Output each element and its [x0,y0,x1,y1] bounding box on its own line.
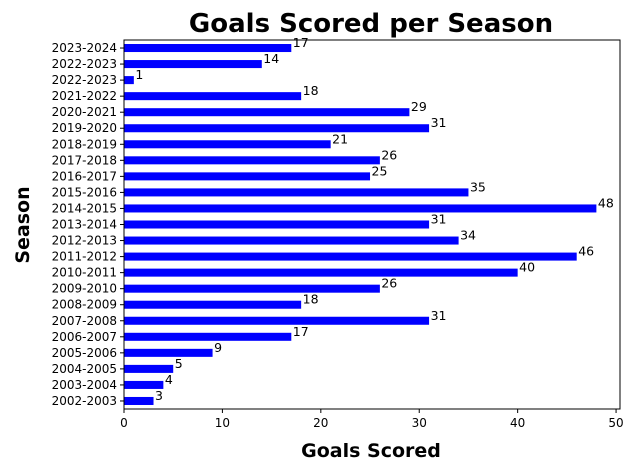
data-label: 26 [381,147,397,162]
data-label: 31 [431,308,447,323]
bar [124,284,380,293]
data-label: 26 [381,276,397,291]
bar [124,156,380,165]
data-label: 48 [598,195,614,210]
bar [124,124,430,133]
x-tick-label: 20 [313,416,328,430]
x-axis-label: Goals Scored [301,440,441,462]
data-label: 31 [431,212,447,227]
data-label: 18 [303,292,319,307]
bar [124,188,469,197]
y-tick-label: 2002-2003 [52,394,117,408]
x-tick-label: 0 [120,416,128,430]
y-tick-label: 2019-2020 [52,121,117,135]
y-axis-label: Season [12,186,34,263]
bar [124,252,577,261]
y-tick-label: 2012-2013 [52,234,117,248]
bar [124,380,164,389]
y-tick-label: 2017-2018 [52,153,117,167]
plot-frame [123,39,621,410]
x-tick-label: 40 [510,416,525,430]
data-label: 4 [165,372,173,387]
bar [124,300,302,309]
bar [124,172,371,181]
x-tick-label: 10 [215,416,230,430]
bar [124,316,430,325]
data-label: 29 [411,99,427,114]
data-label: 14 [263,51,279,66]
bar [124,332,292,341]
data-label: 31 [431,115,447,130]
y-tick-label: 2005-2006 [52,346,117,360]
data-label: 35 [470,179,486,194]
y-tick-label: 2021-2022 [52,89,117,103]
data-label: 9 [214,340,222,355]
y-tick-label: 2003-2004 [52,378,117,392]
bar [124,348,213,357]
y-tick-label: 2009-2010 [52,282,117,296]
chart-title: Goals Scored per Season [189,9,553,39]
y-tick-label: 2013-2014 [52,218,117,232]
bar [124,140,331,149]
data-label: 21 [332,131,348,146]
bar [124,268,518,277]
data-label: 25 [372,163,388,178]
x-tick-label: 30 [412,416,427,430]
data-label: 46 [578,244,594,259]
bar [124,204,597,213]
x-tick-label: 50 [608,416,623,430]
y-tick-label: 2016-2017 [52,169,117,183]
bar [124,76,134,85]
data-label: 3 [155,388,163,403]
data-label: 40 [519,260,535,275]
y-tick-label: 2008-2009 [52,298,117,312]
y-tick-label: 2010-2011 [52,266,117,280]
y-tick-label: 2023-2024 [52,41,117,55]
data-label: 5 [175,356,183,371]
data-label: 17 [293,324,309,339]
plot-area: 3 2002-2003 4 2003-2004 5 2004-2005 9 2005-2006… [52,35,624,430]
y-tick-label: 2011-2012 [52,250,117,264]
bar [124,364,174,373]
data-label: 1 [135,67,143,82]
y-tick-label: 2014-2015 [52,201,117,215]
bar [124,108,410,117]
y-tick-label: 2007-2008 [52,314,117,328]
bar [124,92,302,101]
data-label: 18 [303,83,319,98]
bar [124,220,430,229]
y-tick-label: 2006-2007 [52,330,117,344]
y-tick-label: 2004-2005 [52,362,117,376]
y-tick-label: 2020-2021 [52,105,117,119]
y-tick-label: 2022-2023 [52,73,117,87]
bar [124,60,262,69]
bar [124,44,292,53]
bar [124,396,154,405]
y-tick-label: 2018-2019 [52,137,117,151]
data-label: 17 [293,35,309,50]
y-tick-label: 2022-2023 [52,57,117,71]
bar [124,236,459,245]
data-label: 34 [460,228,476,243]
y-tick-label: 2015-2016 [52,185,117,199]
